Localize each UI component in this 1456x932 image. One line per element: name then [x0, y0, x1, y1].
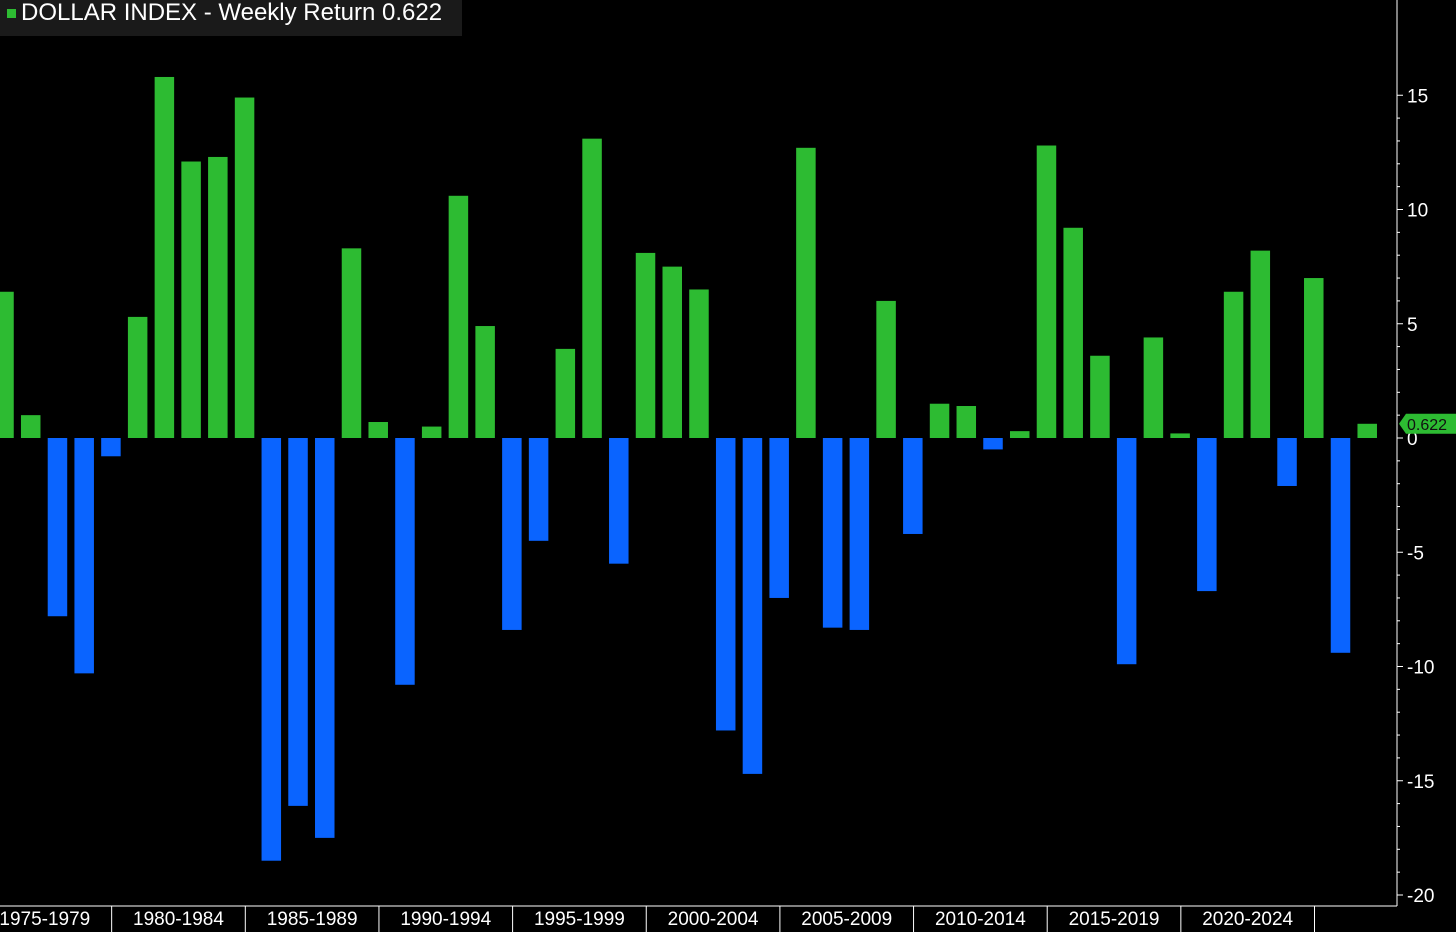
bar-11 [288, 438, 308, 806]
bar-7 [181, 161, 201, 438]
bar-39 [1036, 145, 1057, 438]
bar-6 [154, 76, 175, 438]
x-group-label-8: 2015-2019 [1069, 909, 1160, 930]
bar-23 [609, 438, 629, 564]
y-tick-label-3: 0 [1407, 429, 1418, 450]
bar-34 [903, 438, 923, 534]
y-tick-label-0: 15 [1407, 86, 1428, 107]
bar-16 [421, 426, 442, 438]
bar-3 [74, 438, 94, 674]
bar-44 [1170, 433, 1190, 438]
bar-2 [47, 438, 68, 617]
bar-30 [796, 147, 816, 438]
x-group-label-0: 1975-1979 [0, 909, 90, 930]
bar-41 [1090, 355, 1110, 438]
bar-18 [475, 326, 495, 438]
chart-title: DOLLAR INDEX - Weekly Return 0.622 [21, 0, 442, 26]
x-group-label-9: 2020-2024 [1202, 909, 1293, 930]
bar-45 [1197, 438, 1217, 592]
bar-5 [127, 316, 148, 438]
bar-24 [635, 252, 656, 438]
x-group-label-4: 1995-1999 [534, 909, 625, 930]
x-group-label-2: 1985-1989 [267, 909, 358, 930]
y-tick-label-5: -10 [1407, 658, 1434, 679]
bar-21 [555, 348, 576, 438]
bar-15 [395, 438, 415, 685]
y-tick-label-7: -20 [1407, 886, 1434, 907]
y-tick-label-4: -5 [1407, 543, 1424, 564]
title-box: DOLLAR INDEX - Weekly Return 0.622 [0, 0, 462, 36]
bar-49 [1304, 278, 1324, 438]
bar-0 [0, 291, 14, 438]
bar-19 [502, 438, 522, 630]
bar-50 [1330, 438, 1351, 653]
bar-35 [929, 403, 950, 438]
bar-29 [769, 438, 789, 598]
bar-48 [1277, 438, 1297, 486]
bar-4 [101, 438, 121, 457]
bar-27 [715, 438, 736, 731]
bar-13 [341, 248, 362, 438]
bar-46 [1223, 291, 1244, 438]
chart-title-label: DOLLAR INDEX - Weekly Return [21, 0, 376, 26]
bar-38 [1009, 431, 1030, 438]
x-group-label-5: 2000-2004 [668, 909, 759, 930]
chart-title-value: 0.622 [382, 0, 443, 26]
bar-51 [1357, 423, 1377, 438]
bar-37 [983, 438, 1003, 450]
x-group-label-6: 2005-2009 [801, 909, 892, 930]
bar-47 [1250, 250, 1271, 438]
legend-swatch [7, 9, 16, 18]
y-tick-label-6: -15 [1407, 772, 1434, 793]
bar-12 [315, 438, 335, 838]
bar-8 [208, 156, 228, 438]
x-group-label-7: 2010-2014 [935, 909, 1026, 930]
x-group-label-1: 1980-1984 [133, 909, 224, 930]
bar-32 [849, 438, 870, 630]
bar-20 [528, 438, 549, 541]
last-value-label: 0.622 [1407, 417, 1447, 434]
bar-33 [876, 300, 896, 438]
bar-25 [662, 266, 682, 438]
bar-1 [20, 415, 41, 438]
bar-40 [1063, 227, 1083, 438]
bar-28 [742, 438, 763, 774]
bar-17 [448, 195, 469, 438]
last-value-marker [1399, 413, 1456, 434]
bar-22 [582, 138, 602, 439]
y-tick-label-2: 5 [1407, 315, 1418, 336]
bar-9 [234, 97, 255, 438]
bar-14 [368, 422, 388, 438]
bar-10 [261, 438, 282, 861]
bar-43 [1143, 337, 1164, 438]
x-group-label-3: 1990-1994 [400, 909, 491, 930]
y-tick-label-1: 10 [1407, 201, 1428, 222]
bar-42 [1116, 438, 1137, 665]
bar-31 [822, 438, 843, 628]
bar-36 [956, 406, 977, 438]
bar-26 [689, 289, 709, 438]
